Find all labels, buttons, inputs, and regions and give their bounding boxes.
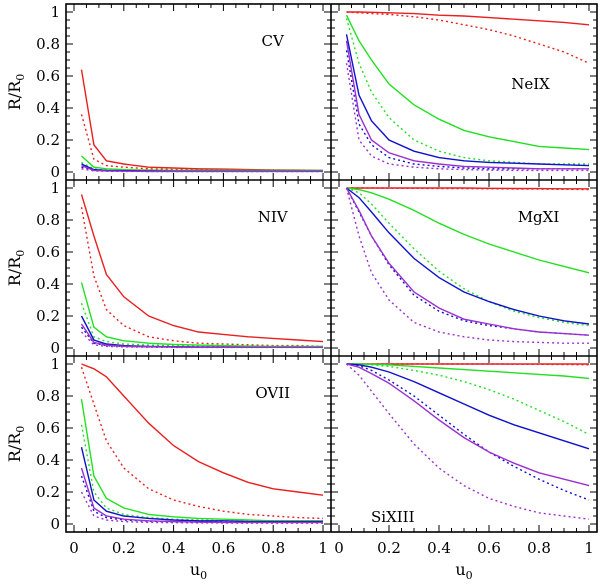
x-tick-label: 0.4 xyxy=(162,539,186,557)
x-tick-label: 0.2 xyxy=(112,539,136,557)
panel-label-cv: CV xyxy=(262,32,285,50)
series-purple-dotted xyxy=(345,63,589,172)
curves-mgxi xyxy=(345,187,590,344)
y-tick-label: 0.2 xyxy=(36,131,60,149)
y-tick-label: 0.6 xyxy=(36,67,60,85)
series-blue-dotted xyxy=(80,475,323,524)
series-red-dotted xyxy=(346,187,590,191)
y-tick-label: 1 xyxy=(50,179,60,197)
series-purple-dotted xyxy=(346,363,590,520)
series-green-solid xyxy=(346,187,590,274)
panel-sixiii xyxy=(331,356,597,532)
curves-cv xyxy=(80,69,324,173)
series-green-solid xyxy=(346,363,590,380)
curves-layer xyxy=(80,11,590,524)
series-green-dotted xyxy=(80,424,323,522)
labels-layer: 0 0.2 0.4 0.6 0.8 1 CV NeIX 0 0.2 0.4 0.6 0.8 1 NIV MgX… xyxy=(5,3,594,582)
y-tick-label: 0 xyxy=(50,515,60,533)
y-tick-label: 0.4 xyxy=(36,451,60,469)
panel-label-mgxi: MgXI xyxy=(518,208,560,226)
series-purple-solid xyxy=(346,363,590,487)
series-blue-dotted xyxy=(345,50,589,170)
curves-neix xyxy=(345,11,590,172)
series-green-dotted xyxy=(345,18,589,165)
panel-mgxi xyxy=(331,180,597,356)
x-tick-label: 0.8 xyxy=(261,539,285,557)
series-red-dotted xyxy=(346,363,590,366)
series-purple-solid xyxy=(345,187,590,336)
curves-niv xyxy=(80,194,324,349)
series-red-dotted xyxy=(346,11,590,64)
panels-layer xyxy=(66,4,597,532)
x-tick-label: 0.4 xyxy=(427,539,451,557)
series-purple-dotted xyxy=(345,187,589,344)
series-blue-solid xyxy=(346,187,590,325)
series-red-dotted xyxy=(80,366,324,520)
y-tick-label: 0.8 xyxy=(36,35,60,53)
y-tick-label: 1 xyxy=(50,355,60,373)
panel-niv xyxy=(66,180,331,356)
curves-ovii xyxy=(80,363,324,524)
series-red-dotted xyxy=(80,207,324,348)
series-blue-dotted xyxy=(80,326,323,348)
y-tick-label: 0.2 xyxy=(36,307,60,325)
x-tick-label: 0.2 xyxy=(377,539,401,557)
y-tick-label: 0.6 xyxy=(36,419,60,437)
series-green-dotted xyxy=(346,187,590,327)
x-tick-label: 0.6 xyxy=(477,539,501,557)
series-red-solid xyxy=(80,69,324,172)
y-tick-label: 0.8 xyxy=(36,211,60,229)
series-purple-solid xyxy=(345,40,589,170)
y-axis-title: R/R0 xyxy=(5,250,27,286)
y-tick-label: 0.4 xyxy=(36,99,60,117)
series-purple-dotted xyxy=(80,331,323,349)
x-axis-title: u0 xyxy=(455,560,472,582)
panel-label-sixiii: SiXIII xyxy=(371,508,415,526)
series-blue-dotted xyxy=(345,187,590,336)
series-blue-solid xyxy=(80,447,323,523)
series-red-dotted xyxy=(80,114,323,172)
series-blue-solid xyxy=(346,363,590,450)
x-axis-title: u0 xyxy=(190,560,207,582)
y-tick-label: 0.2 xyxy=(36,483,60,501)
y-tick-label: 0.4 xyxy=(36,275,60,293)
series-green-dotted xyxy=(81,161,323,172)
x-tick-label: 0.8 xyxy=(527,539,551,557)
series-purple-solid xyxy=(80,467,323,524)
series-purple-dotted xyxy=(81,168,323,173)
panel-label-neix: NeIX xyxy=(511,75,550,93)
curves-sixiii xyxy=(346,363,590,520)
panel-label-ovii: OVII xyxy=(255,384,290,402)
series-blue-solid xyxy=(345,34,590,167)
panel-cv xyxy=(66,4,331,180)
y-tick-label: 0.6 xyxy=(36,243,60,261)
x-tick-label: 1 xyxy=(318,539,328,557)
x-tick-label: 0 xyxy=(334,539,344,557)
series-red-solid xyxy=(80,194,324,343)
series-green-solid xyxy=(345,14,590,151)
panel-label-niv: NIV xyxy=(258,208,289,226)
x-tick-label: 1 xyxy=(584,539,594,557)
y-tick-label: 0 xyxy=(50,163,60,181)
series-green-dotted xyxy=(346,363,590,436)
series-red-solid xyxy=(346,11,590,26)
x-tick-label: 0 xyxy=(69,539,79,557)
y-axis-title: R/R0 xyxy=(5,426,27,462)
panel-ovii xyxy=(66,356,331,532)
series-blue-dotted xyxy=(346,363,590,501)
series-red-solid xyxy=(81,363,324,496)
y-axis-title: R/R0 xyxy=(5,74,27,110)
series-green-solid xyxy=(80,399,323,522)
y-tick-label: 0.8 xyxy=(36,387,60,405)
series-green-dotted xyxy=(80,302,323,348)
frame-layer xyxy=(65,3,598,533)
series-purple-dotted xyxy=(80,491,323,524)
y-tick-label: 0 xyxy=(50,339,60,357)
panel-neix xyxy=(331,4,597,180)
x-tick-label: 0.6 xyxy=(211,539,235,557)
series-green-solid xyxy=(80,282,323,348)
y-tick-label: 1 xyxy=(50,3,60,21)
